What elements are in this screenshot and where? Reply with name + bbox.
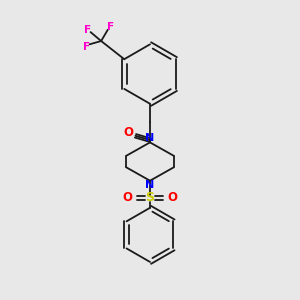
Text: O: O: [167, 191, 178, 204]
Text: O: O: [124, 126, 134, 139]
Text: F: F: [83, 42, 90, 52]
Text: O: O: [122, 191, 133, 204]
Text: N: N: [146, 180, 154, 190]
Text: S: S: [146, 191, 154, 204]
Text: F: F: [84, 26, 91, 35]
Text: N: N: [146, 133, 154, 143]
Text: F: F: [107, 22, 115, 32]
